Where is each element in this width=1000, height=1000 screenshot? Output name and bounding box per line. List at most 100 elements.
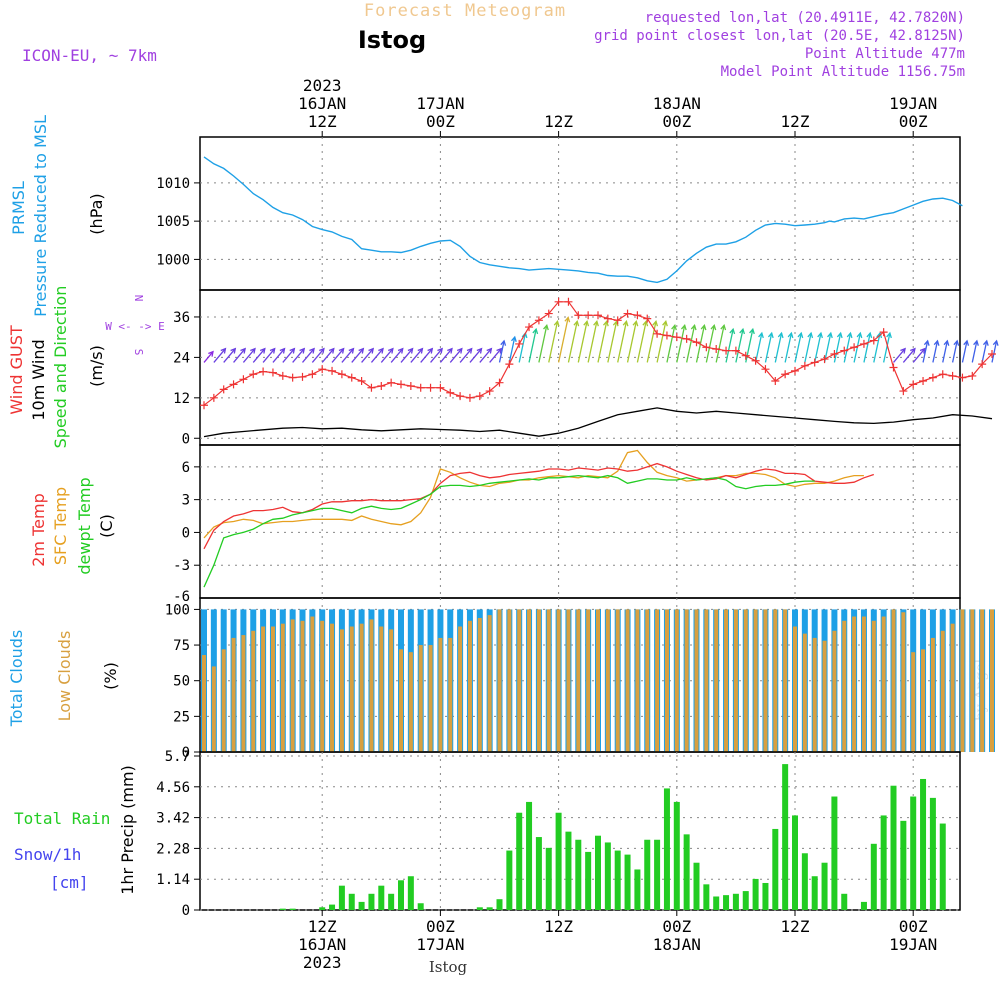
y-tick-label: 36 — [173, 310, 190, 326]
rain-bar — [358, 901, 365, 910]
wind-arrow — [597, 321, 608, 363]
top-axis-label: 18JAN — [653, 94, 701, 113]
gust-marker — [682, 334, 691, 343]
wind-arrow — [705, 325, 715, 363]
rain-bar — [506, 850, 513, 910]
label-ms: (m/s) — [87, 345, 106, 387]
gust-marker — [534, 316, 543, 325]
wind-arrow — [400, 348, 414, 363]
rain-bar — [821, 862, 828, 910]
rain-bar — [742, 891, 749, 910]
rain-bar — [368, 893, 375, 910]
wind-arrow — [932, 340, 939, 363]
gust-marker — [229, 380, 238, 389]
y-tick-label: -6 — [173, 589, 190, 605]
rain-bar — [476, 907, 483, 910]
top-axis-label: 19JAN — [889, 94, 937, 113]
wind-arrow-head — [836, 331, 843, 339]
super-title: Forecast Meteogram — [364, 1, 566, 21]
y-tick-label: 0 — [182, 903, 190, 919]
wind-arrow — [430, 348, 443, 363]
low-cloud-bar — [408, 652, 413, 752]
wind-arrow-head — [397, 347, 404, 354]
low-cloud-bar — [901, 612, 906, 752]
gust-marker — [623, 309, 632, 318]
gust-marker — [357, 376, 366, 385]
gust-marker — [899, 387, 908, 396]
low-cloud-bar — [694, 609, 699, 752]
low-cloud-bar — [822, 640, 827, 752]
low-cloud-bar — [428, 645, 433, 752]
gust-marker — [377, 382, 386, 391]
wind-arrow-head — [486, 347, 493, 354]
dewpt-line — [203, 474, 815, 588]
y-tick-label: 12 — [173, 391, 190, 407]
wind-arrow — [420, 348, 433, 363]
gust-marker — [308, 370, 317, 379]
wind-arrow — [331, 348, 345, 363]
wind-arrow-head — [910, 347, 916, 354]
label-speed-direction: Speed and Direction — [51, 286, 70, 449]
wind-arrow-head — [250, 347, 256, 354]
rain-bar — [496, 899, 503, 910]
wind-arrow — [518, 332, 527, 363]
wind-arrow — [370, 348, 384, 363]
rain-bar — [801, 853, 808, 910]
low-cloud-bar — [536, 609, 541, 752]
wind-arrow-head — [749, 327, 755, 335]
wind-arrow — [262, 348, 276, 363]
wind-arrow-head — [777, 331, 784, 339]
wind-arrow-head — [496, 347, 503, 354]
wind-arrow — [498, 340, 505, 363]
low-cloud-bar — [625, 609, 630, 752]
gust-marker — [859, 339, 868, 348]
wind-arrow-head — [953, 339, 960, 346]
gust-marker — [761, 365, 770, 374]
wind-arrow-head — [886, 331, 892, 339]
gust-marker — [791, 366, 799, 375]
low-cloud-bar — [270, 626, 275, 752]
wind-arrow — [311, 348, 325, 363]
rain-bar — [654, 839, 661, 910]
low-cloud-bar — [310, 616, 315, 752]
low-cloud-bar — [891, 609, 896, 752]
wind-arrow — [794, 332, 802, 363]
wind-arrow — [587, 321, 598, 363]
wind-arrow-head — [319, 347, 325, 354]
wind-arrow — [942, 340, 948, 363]
bottom-axis-label: 17JAN — [416, 935, 464, 954]
wind-arrow-head — [220, 347, 227, 354]
low-cloud-bar — [448, 637, 453, 752]
y-tick-label: 50 — [173, 674, 190, 690]
wind-arrow — [489, 348, 502, 363]
gust-marker — [406, 382, 415, 391]
low-cloud-bar — [655, 609, 660, 752]
low-cloud-bar — [497, 609, 502, 752]
y-tick-label: 0 — [182, 431, 190, 447]
top-axis-label: 12Z — [781, 112, 810, 131]
top-axis-label: 12Z — [544, 112, 573, 131]
label-low-clouds: Low Clouds — [55, 631, 74, 722]
wind-arrow-head — [923, 339, 930, 346]
low-cloud-bar — [970, 609, 975, 752]
compass-n: N — [132, 295, 145, 302]
wind-arrow-head — [378, 347, 384, 354]
rain-bar — [683, 834, 690, 910]
rain-bar — [939, 823, 946, 910]
low-cloud-bar — [379, 626, 384, 752]
low-cloud-bar — [802, 633, 807, 752]
gust-marker — [889, 363, 898, 372]
gust-marker — [465, 393, 474, 402]
low-cloud-bar — [714, 609, 719, 752]
bottom-axis-label: 12Z — [308, 917, 337, 936]
wind-arrow — [302, 348, 315, 363]
low-cloud-bar — [615, 609, 620, 752]
wind-arrow — [893, 348, 906, 363]
wind-arrow — [902, 348, 916, 363]
wind-arrow — [203, 351, 214, 363]
gust-marker — [574, 311, 583, 320]
label-total-clouds: Total Clouds — [7, 630, 26, 728]
wind-arrow — [646, 321, 657, 363]
gust-marker — [367, 383, 376, 392]
